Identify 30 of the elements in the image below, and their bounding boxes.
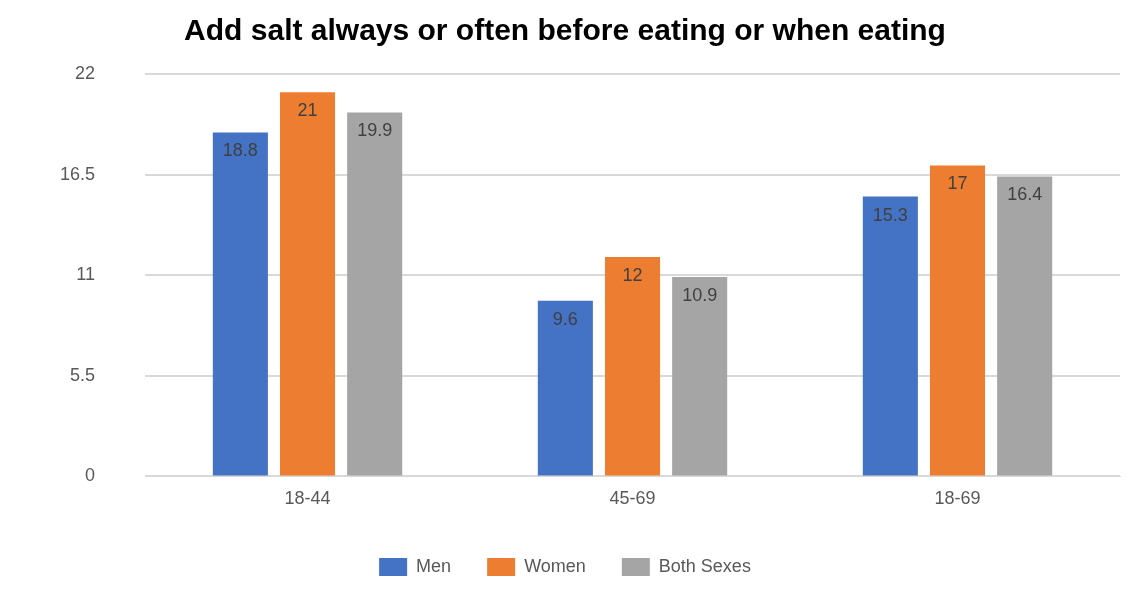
bar [929, 165, 986, 476]
data-label: 9.6 [552, 308, 578, 329]
data-label: 12 [622, 264, 643, 285]
bar [279, 92, 336, 476]
x-tick-label: 18-69 [934, 488, 981, 509]
y-tick-label: 16.5 [59, 163, 96, 184]
data-label: 18.8 [222, 140, 258, 161]
bar [212, 132, 268, 476]
bar [997, 176, 1053, 476]
data-label: 10.9 [682, 285, 718, 305]
legend-label: Both Sexes [658, 555, 751, 576]
bar [604, 256, 661, 476]
y-tick-label: 0 [85, 465, 96, 486]
x-tick-label: 45-69 [609, 488, 656, 509]
data-label: 17 [947, 173, 968, 194]
data-label: 16.4 [1007, 184, 1043, 205]
y-tick-label: 5.5 [70, 364, 96, 385]
data-label: 19.9 [357, 120, 393, 141]
bar [537, 300, 593, 476]
legend-label: Women [524, 555, 586, 576]
bar [347, 112, 403, 476]
bar [672, 277, 728, 476]
data-label: 21 [297, 100, 318, 121]
chart-title: Add salt always or often before eating or when eating [184, 13, 946, 47]
legend-label: Men [416, 555, 452, 576]
y-tick-label: 11 [76, 264, 96, 285]
data-label: 15.3 [872, 204, 908, 225]
bar [862, 196, 918, 476]
y-tick-label: 22 [75, 62, 96, 83]
x-tick-label: 18-44 [284, 488, 331, 509]
